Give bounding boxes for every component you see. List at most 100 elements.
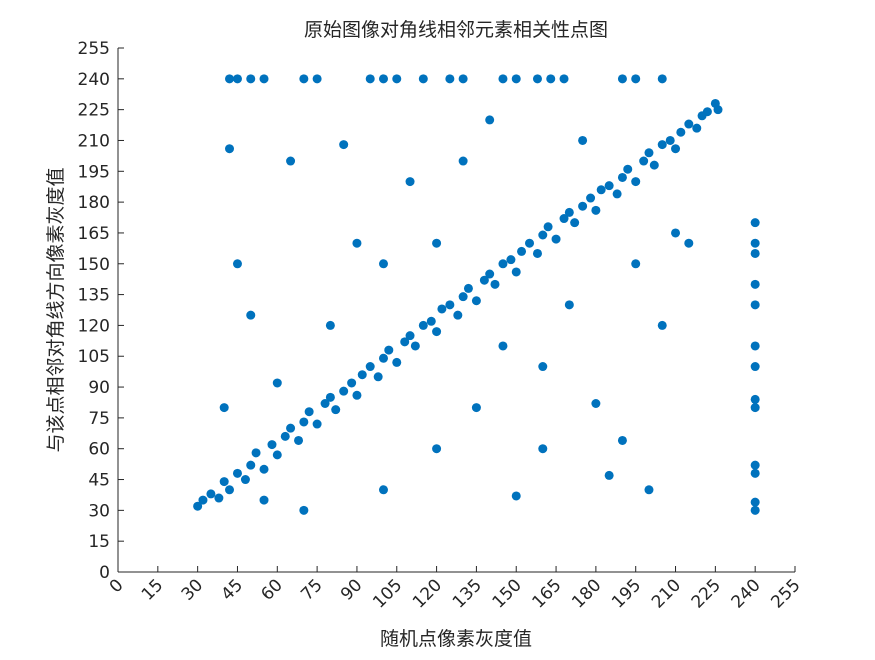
- point: [750, 497, 760, 507]
- point: [471, 296, 481, 306]
- point: [325, 320, 335, 330]
- point: [432, 238, 442, 248]
- point: [225, 74, 235, 84]
- point: [365, 74, 375, 84]
- y-axis-label: 与该点相邻对角线方向像素灰度值: [45, 167, 67, 452]
- point: [378, 485, 388, 495]
- point: [671, 144, 681, 154]
- point: [684, 119, 694, 129]
- point: [671, 228, 681, 238]
- point: [378, 259, 388, 269]
- point: [676, 127, 686, 137]
- point: [604, 181, 614, 191]
- point: [546, 74, 556, 84]
- point: [312, 74, 322, 84]
- point: [445, 74, 455, 84]
- point: [559, 214, 569, 224]
- point: [299, 74, 309, 84]
- point: [357, 370, 367, 380]
- y-tick-label: 195: [78, 162, 110, 182]
- point: [458, 74, 468, 84]
- y-tick-label: 150: [78, 255, 110, 275]
- chart-title: 原始图像对角线相邻元素相关性点图: [304, 19, 608, 41]
- point: [591, 205, 601, 215]
- point: [193, 501, 203, 511]
- point: [506, 255, 516, 265]
- point: [538, 230, 548, 240]
- point: [232, 74, 242, 84]
- x-tick-label: 120: [409, 575, 446, 612]
- point: [543, 222, 553, 232]
- point: [750, 394, 760, 404]
- point: [365, 362, 375, 372]
- point: [750, 468, 760, 478]
- point: [232, 468, 242, 478]
- point: [286, 423, 296, 433]
- y-tick-label: 240: [78, 70, 110, 90]
- point: [750, 460, 760, 470]
- y-tick-label: 75: [88, 409, 110, 429]
- point: [564, 300, 574, 310]
- point: [392, 357, 402, 367]
- point: [432, 444, 442, 454]
- x-axis-label: 随机点像素灰度值: [380, 628, 532, 650]
- point: [445, 300, 455, 310]
- point: [246, 460, 256, 470]
- point: [214, 493, 224, 503]
- point: [649, 160, 659, 170]
- point: [485, 269, 495, 279]
- point: [299, 505, 309, 515]
- point: [702, 107, 712, 117]
- point: [426, 316, 436, 326]
- y-tick-label: 45: [88, 471, 110, 491]
- point: [639, 156, 649, 166]
- point: [586, 193, 596, 203]
- point: [392, 74, 402, 84]
- point: [750, 300, 760, 310]
- x-tick-label: 210: [648, 575, 685, 612]
- point: [312, 419, 322, 429]
- point: [511, 74, 521, 84]
- point: [418, 320, 428, 330]
- x-tick-label: 150: [489, 575, 526, 612]
- y-tick-label: 90: [88, 378, 110, 398]
- point: [750, 341, 760, 351]
- point: [559, 74, 569, 84]
- y-tick-label: 165: [78, 224, 110, 244]
- point: [623, 164, 633, 174]
- point: [485, 115, 495, 125]
- point: [206, 489, 216, 499]
- x-tick-label: 30: [178, 575, 207, 604]
- x-tick-label: 225: [688, 575, 725, 612]
- point: [272, 450, 282, 460]
- point: [352, 390, 362, 400]
- point: [432, 327, 442, 337]
- point: [259, 464, 269, 474]
- point: [538, 362, 548, 372]
- point: [294, 435, 304, 445]
- x-tick-label: 0: [106, 575, 128, 597]
- point: [384, 345, 394, 355]
- point: [453, 310, 463, 320]
- point: [378, 353, 388, 363]
- point: [498, 74, 508, 84]
- point: [750, 238, 760, 248]
- point: [339, 386, 349, 396]
- x-tick-label: 255: [767, 575, 804, 612]
- y-tick-label: 60: [88, 440, 110, 460]
- x-tick-label: 195: [608, 575, 645, 612]
- x-tick-label: 15: [138, 575, 167, 604]
- point: [578, 135, 588, 145]
- point: [538, 444, 548, 454]
- point: [684, 238, 694, 248]
- point: [304, 407, 314, 417]
- point: [225, 485, 235, 495]
- point: [405, 331, 415, 341]
- point: [299, 417, 309, 427]
- x-tick-label: 60: [257, 575, 286, 604]
- point: [644, 485, 654, 495]
- point: [479, 275, 489, 285]
- y-tick-label: 225: [78, 101, 110, 121]
- y-tick-label: 255: [78, 39, 110, 59]
